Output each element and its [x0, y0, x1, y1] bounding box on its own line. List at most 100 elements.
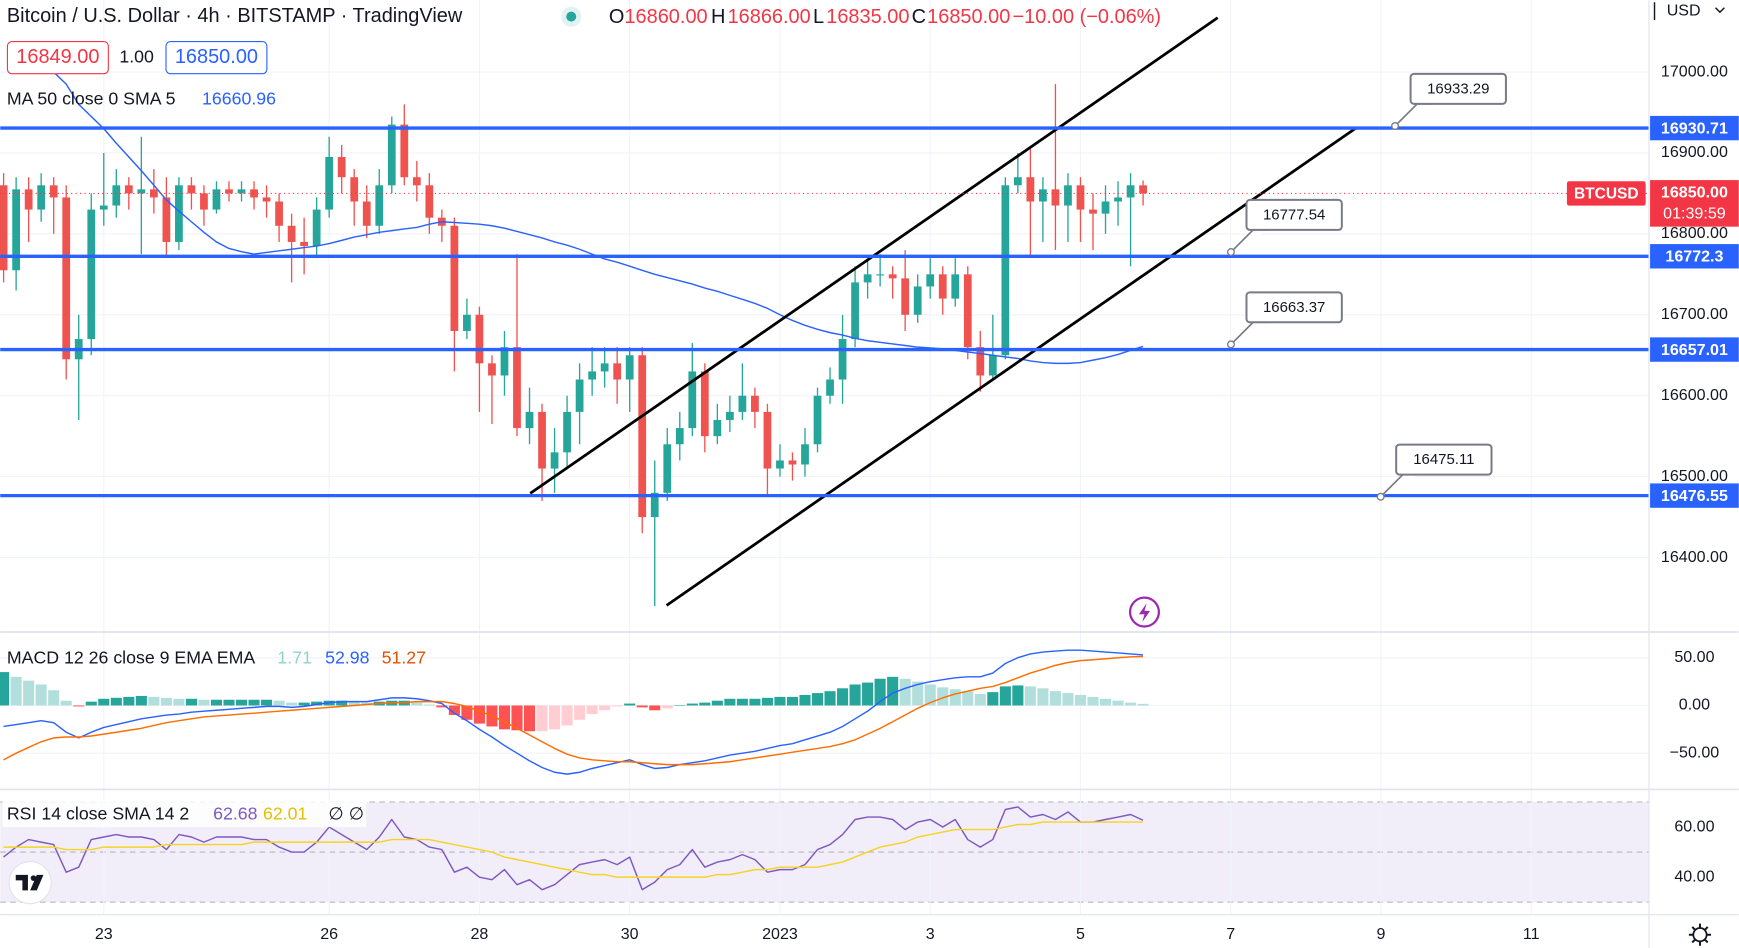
macd-histogram-bar	[261, 699, 273, 706]
macd-histogram-bar	[937, 687, 949, 706]
ohlc-key: H	[711, 6, 725, 28]
macd-histogram-bar	[160, 697, 172, 706]
candle-body	[149, 189, 158, 198]
candle-body	[463, 314, 471, 331]
rsi-tick-label: 40.00	[1674, 867, 1714, 885]
ma-legend: MA 50 close 0 SMA 5	[7, 88, 176, 108]
candle-body	[387, 124, 396, 186]
candle-body	[488, 363, 496, 376]
rsi-sma-line	[3, 821, 1144, 878]
events-bolt	[1138, 603, 1151, 623]
candle-body	[650, 492, 659, 518]
candle-body	[663, 444, 672, 493]
channel-lower	[665, 127, 1356, 607]
candle-body	[24, 189, 33, 210]
macd-histogram-bar	[348, 701, 360, 706]
macd-tick-label: −50.00	[1670, 743, 1720, 761]
ohlc-value: 16850.00	[927, 6, 1010, 28]
callout-box	[1409, 72, 1507, 105]
macd-histogram-bar	[611, 705, 623, 707]
macd-histogram-bar	[674, 705, 686, 707]
macd-histogram-bar	[423, 704, 435, 706]
macd-histogram-bar	[35, 684, 47, 706]
candle-body	[863, 274, 872, 283]
candle-body	[375, 185, 384, 226]
macd-histogram-bar	[336, 700, 348, 706]
macd-histogram-bar	[899, 678, 911, 706]
macd-histogram-bar	[774, 696, 786, 706]
ohlc-key: C	[912, 6, 926, 28]
buy-button[interactable]	[165, 41, 268, 75]
candle-body	[1126, 185, 1135, 198]
gear-teeth	[1688, 923, 1712, 946]
macd-histogram-bar	[73, 705, 85, 707]
macd-histogram-bar	[624, 703, 636, 706]
macd-histogram-bar	[686, 703, 698, 706]
countdown-label: 01:39:59	[1663, 205, 1726, 223]
macd-histogram-bar	[1049, 691, 1061, 706]
macd-histogram-bar	[1037, 688, 1049, 706]
sell-button[interactable]	[6, 41, 109, 75]
candle-body	[237, 189, 246, 194]
callout-box	[1395, 443, 1493, 476]
ohlc-value: 16835.00	[826, 6, 909, 28]
candle-body	[963, 274, 972, 348]
candle-body	[225, 189, 233, 194]
macd-histogram-bar	[198, 699, 210, 706]
candle-body	[475, 314, 484, 364]
axis-labels: 23 26 28 30 2023 3 5 7 9 11 17000.00 16900.00 16800.…	[95, 62, 1739, 943]
macd-histogram-bar	[473, 705, 485, 724]
macd-histogram-bar	[887, 676, 899, 706]
macd-histogram-bar	[110, 697, 122, 706]
macd-histogram-bar	[987, 692, 999, 706]
macd-histogram-bar	[1024, 686, 1036, 706]
macd-histogram-bar	[849, 684, 861, 706]
marks	[0, 71, 1149, 891]
candle-body	[876, 274, 885, 276]
macd-histogram-bar	[636, 705, 648, 708]
settings-icon[interactable]	[1688, 923, 1712, 946]
macd-signal-value: 51.27	[382, 647, 426, 667]
macd-histogram-bar	[549, 705, 561, 730]
macd-histogram-bar	[1074, 694, 1087, 706]
rsi-legend: RSI 14 close SMA 14 2	[7, 804, 189, 824]
candle-body	[137, 189, 146, 194]
rsi-legend-bg	[2, 800, 367, 828]
macd-signal-line	[3, 655, 1144, 766]
macd-histogram-bar	[862, 682, 874, 706]
macd-histogram-bar	[98, 698, 110, 706]
macd-histogram-bar	[999, 686, 1011, 706]
macd-histogram-bar	[298, 702, 310, 706]
candle-body	[1001, 185, 1010, 356]
candle-body	[938, 274, 947, 299]
tv-logo-dot	[30, 875, 37, 881]
overlays: 16933.29 16777.54 16663.37 16475.11	[0, 72, 1649, 501]
macd-histogram-bar	[949, 689, 961, 706]
callout-label: 16777.54	[1263, 206, 1325, 223]
candle-body	[187, 185, 196, 194]
macd-histogram-bar	[48, 690, 60, 706]
candle-body	[175, 185, 183, 242]
macd-line	[3, 649, 1144, 775]
macd-histogram-bar	[586, 705, 598, 715]
spread: 1.00	[119, 46, 154, 66]
macd-histogram-bar	[173, 698, 185, 706]
candle-body	[1089, 209, 1097, 214]
currency-menu-icon	[1653, 2, 1725, 20]
candle-body	[613, 363, 622, 380]
candle-body	[801, 444, 809, 465]
callout-anchor	[1376, 492, 1385, 501]
x-tick-label: 9	[1377, 925, 1386, 943]
level-axis-label: 16476.55	[1661, 487, 1728, 505]
tv-logo[interactable]	[8, 860, 52, 905]
macd-histogram-bar	[1087, 696, 1099, 706]
candle-body	[751, 395, 759, 412]
candle-body	[212, 189, 221, 210]
ask-price[interactable]: 16850.00	[175, 46, 258, 68]
currency[interactable]: USD	[1667, 1, 1701, 19]
rsi-extra: ∅ ∅	[328, 804, 364, 824]
level-axis-box	[1650, 483, 1739, 508]
bid-price[interactable]: 16849.00	[16, 46, 99, 68]
candle-body	[262, 197, 271, 202]
